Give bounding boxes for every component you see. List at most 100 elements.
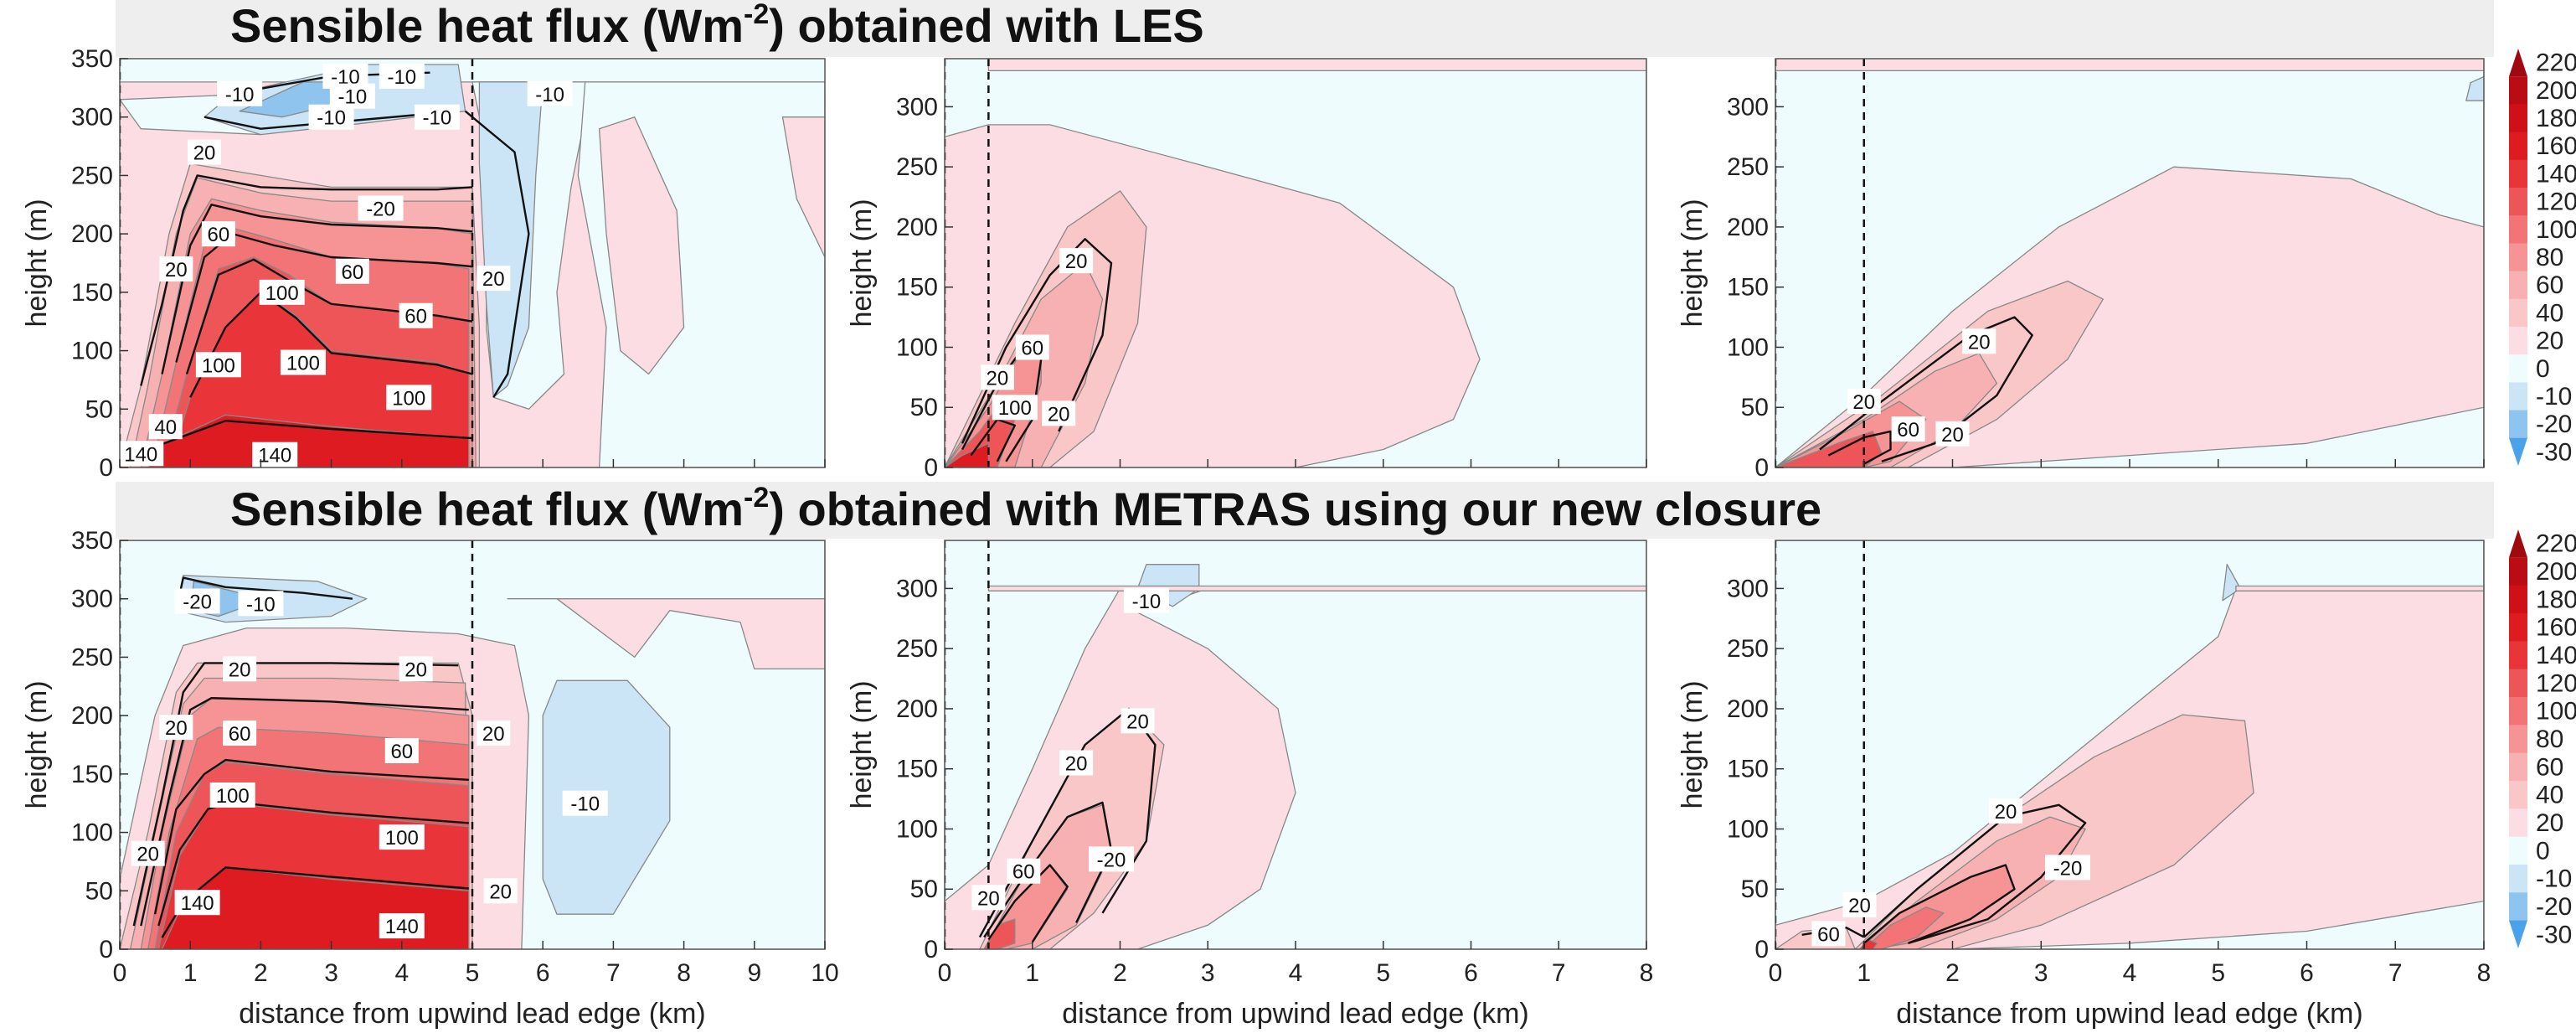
- contour-label-bg: [1847, 389, 1881, 415]
- contour-label: 60: [342, 261, 364, 284]
- x-tick-label: 2: [254, 959, 268, 987]
- x-tick-label: 1: [1025, 959, 1039, 987]
- colorbar-tick-label: 20: [2536, 809, 2563, 837]
- contour-label: 20: [229, 659, 251, 681]
- contour-label: 20: [1968, 331, 1991, 354]
- contour-label: 20: [986, 367, 1008, 390]
- colorbar-swatch: [2509, 76, 2527, 105]
- y-tick-label: 200: [71, 220, 113, 248]
- x-axis-label: distance from upwind lead edge (km): [1062, 998, 1529, 1030]
- contour-fill-region: [478, 81, 544, 398]
- contour-fill-region: [1775, 59, 2484, 72]
- x-tick-label: 10: [811, 959, 838, 987]
- contour-label: 100: [385, 827, 419, 850]
- contour-label: 20: [1065, 753, 1088, 776]
- contour-label: 20: [1065, 251, 1088, 273]
- contour-label: 20: [1995, 801, 2017, 824]
- x-tick-label: 4: [2123, 959, 2137, 987]
- colorbar-tick-label: 100: [2536, 216, 2576, 244]
- x-tick-label: 0: [1769, 959, 1783, 987]
- colorbar-swatch: [2509, 836, 2527, 865]
- banner-bg-top: [116, 0, 2494, 57]
- colorbar-swatch: [2509, 215, 2527, 244]
- contour-label-bg: [971, 885, 1006, 911]
- x-tick-label: 3: [2034, 959, 2048, 987]
- contour-fill-region: [2235, 585, 2484, 591]
- colorbar-swatch: [2509, 298, 2527, 328]
- contour-label: 140: [124, 443, 157, 466]
- y-tick-label: 150: [1727, 274, 1769, 302]
- y-tick-label: 250: [1727, 153, 1769, 181]
- x-tick-label: 3: [324, 959, 338, 987]
- contour-label-bg: [217, 80, 263, 106]
- contour-label: 100: [392, 387, 425, 410]
- colorbar-swatch: [2509, 271, 2527, 300]
- contour-line: [175, 232, 473, 363]
- contour-fill-region: [987, 59, 1646, 72]
- contour-fill-region: [1775, 431, 1883, 467]
- y-tick-label: 150: [896, 274, 938, 302]
- colorbar-tick-label: 120: [2536, 189, 2576, 216]
- contour-label-bg: [980, 364, 1014, 390]
- colorbar-tick-label: 140: [2536, 642, 2576, 669]
- x-tick-label: 5: [466, 959, 480, 987]
- contour-label: 40: [154, 416, 177, 439]
- y-tick-label: 200: [896, 695, 938, 723]
- contour-label: 60: [390, 741, 413, 763]
- plot-area: -10 20 20 -20 60 20: [945, 540, 1646, 949]
- colorbar-swatch: [2509, 243, 2527, 272]
- y-tick-label: 300: [1727, 575, 1769, 602]
- contour-line: [961, 238, 1113, 444]
- colorbar-swatch: [2509, 808, 2527, 838]
- y-tick-label: 200: [896, 214, 938, 241]
- colorbar-tick-label: -10: [2536, 383, 2572, 411]
- contour-label-bg: [252, 442, 298, 467]
- y-tick-label: 250: [71, 643, 113, 671]
- contour-label-bg: [1089, 846, 1135, 872]
- colorbar-swatch: [2509, 585, 2527, 614]
- colorbar-tick-label: 120: [2536, 669, 2576, 697]
- colorbar-swatch: [2509, 327, 2527, 355]
- contour-label-bg: [1123, 587, 1169, 613]
- contour-label: -10: [246, 593, 276, 616]
- x-tick-label: 2: [1945, 959, 1960, 987]
- contour-line: [140, 697, 469, 927]
- contour-label: 140: [258, 445, 291, 467]
- contour-label: 100: [202, 354, 235, 377]
- contour-label: -10: [1132, 591, 1162, 613]
- y-tick-label: 300: [71, 104, 113, 132]
- colorbar-swatch: [2509, 557, 2527, 586]
- y-tick-label: 50: [85, 877, 113, 905]
- plot-area: 140 40 20 20 60 60 100 100 100 100 60 140 -20 20 -10 -1…: [120, 59, 825, 467]
- y-tick-label: 50: [1741, 394, 1769, 421]
- contour-label: 20: [1941, 424, 1964, 447]
- plot-area: 20 -20 20 60: [1775, 540, 2484, 949]
- y-axis-label: height (m): [1677, 680, 1708, 808]
- contour-label-bg: [201, 221, 235, 247]
- y-tick-label: 0: [924, 936, 938, 963]
- contour-label-bg: [562, 790, 608, 816]
- y-tick-label: 0: [1754, 454, 1769, 482]
- contour-label-bg: [195, 352, 241, 378]
- banner-bottom-title: Sensible heat flux (Wm-2) obtained with …: [230, 482, 1821, 535]
- plot-area: -20 -10 20 20 20 60 60 100 100 20 20 140 140 -10 20: [120, 540, 825, 949]
- colorbar-tick-label: 200: [2536, 558, 2576, 586]
- y-axis-label: height (m): [21, 680, 53, 808]
- colorbar-tick-label: 100: [2536, 698, 2576, 726]
- y-axis-label: height (m): [846, 680, 878, 808]
- colorbar-tick-label: 140: [2536, 160, 2576, 188]
- x-tick-label: 1: [1857, 959, 1871, 987]
- y-tick-label: 100: [71, 819, 113, 847]
- colorbar-swatch: [2509, 725, 2527, 754]
- colorbar-swatch: [2509, 104, 2527, 133]
- contour-label: -10: [535, 84, 564, 106]
- contour-label-bg: [2044, 855, 2090, 881]
- y-tick-label: 250: [71, 162, 113, 189]
- contour-fill-region: [945, 442, 990, 467]
- x-tick-label: 0: [113, 959, 127, 987]
- contour-line: [1863, 864, 2016, 944]
- contour-label: 20: [404, 659, 427, 681]
- contour-label-bg: [358, 195, 404, 221]
- contour-label-bg: [1042, 400, 1076, 426]
